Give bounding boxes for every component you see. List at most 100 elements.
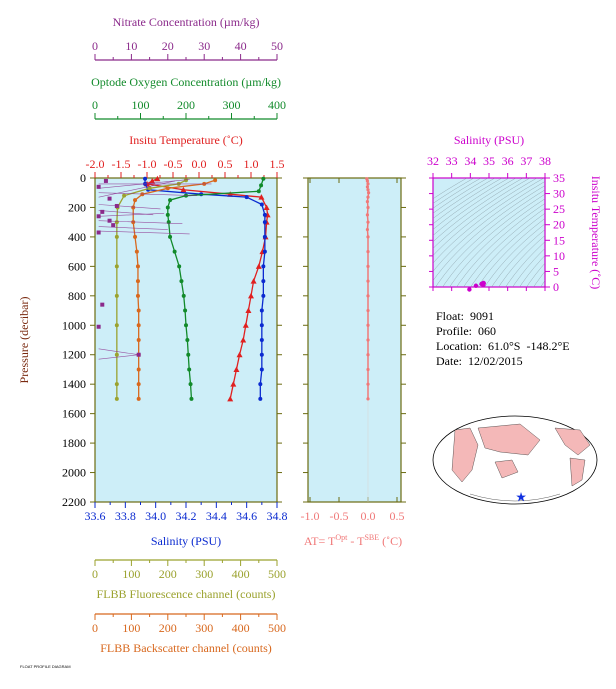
oxygen-point [188, 382, 193, 387]
isopycnal-line [470, 213, 545, 287]
salinity-point [261, 264, 266, 269]
oxygen-axis-label: Optode Oxygen Concentration (µm/kg) [91, 75, 281, 89]
at-point [365, 185, 370, 189]
fluorescence-point [147, 186, 152, 191]
at-tick-label: -0.5 [330, 509, 349, 523]
oxygen-tick-label: 400 [268, 98, 286, 112]
oxygen-point [165, 205, 170, 210]
backscatter-point [136, 338, 141, 342]
ts-x-tick-label: 37 [520, 154, 532, 168]
backscatter-point [136, 367, 141, 372]
isopycnal-line [463, 207, 545, 287]
ts-x-tick-label: 33 [446, 154, 458, 168]
temperature-point [250, 278, 257, 284]
isopycnal-line [433, 178, 482, 209]
at-point [365, 199, 370, 204]
at-point [366, 182, 370, 186]
isopycnal-line [433, 178, 531, 249]
ts-x-axis-label: Salinity (PSU) [454, 133, 524, 147]
isopycnal-line [435, 189, 545, 287]
backscatter-point [136, 396, 141, 401]
isopycnal-line [442, 194, 545, 287]
nitrate-spread-line [98, 204, 161, 210]
ts-y-tick-label: 5 [553, 264, 559, 278]
temperature-tick-label: -1.5 [112, 157, 131, 171]
nitrate-point [100, 302, 105, 307]
world-map [432, 415, 598, 505]
ts-y-tick-label: 15 [553, 233, 565, 247]
isopycnal-line [433, 178, 489, 214]
temperature-point [255, 263, 262, 269]
temperature-point [236, 351, 243, 358]
salinity-point [258, 396, 263, 401]
nitrate-spread-line [98, 220, 183, 224]
temperature-point [230, 381, 237, 387]
ts-y-tick-label: 0 [553, 280, 559, 294]
fluorescence-point [114, 396, 119, 401]
at-axis-label-part: (˚C) [379, 534, 402, 548]
ts-x-tick-label: 36 [502, 154, 514, 168]
isopycnal-line [491, 229, 545, 287]
salinity-tick-label: 34.8 [267, 509, 288, 523]
at-panel: -1.0 -0.5 0.0 0.5 AT= TOpt - TSBE (˚C) [301, 177, 405, 548]
backscatter-tick-label: 500 [268, 621, 286, 635]
nitrate-point [103, 178, 108, 183]
at-point [365, 227, 370, 232]
oxygen-point [184, 323, 188, 328]
fluorescence-point [114, 382, 119, 387]
isopycnal-line [433, 181, 545, 272]
at-point [365, 179, 370, 183]
temperature-point [154, 175, 161, 182]
salinity-point [259, 308, 264, 313]
nitrate-tick-label: 40 [235, 39, 247, 53]
at-point [366, 188, 370, 192]
isopycnal-line [433, 178, 538, 256]
float-location-star [516, 492, 526, 502]
salinity-tick-label: 34.0 [145, 509, 166, 523]
temperature-point [149, 177, 156, 184]
temperature-tick-label: 0.0 [192, 157, 207, 171]
isopycnal-line [433, 178, 517, 236]
fluorescence-tick-label: 400 [232, 567, 250, 581]
at-point [366, 191, 371, 195]
oxygen-point [185, 338, 190, 342]
isopycnal-line [433, 178, 475, 204]
fluorescence-point [114, 293, 119, 298]
oxygen-point [261, 176, 266, 181]
nitrate-point [107, 218, 112, 223]
oxygen-point [166, 220, 171, 225]
isopycnal-line [433, 178, 524, 242]
pressure-tick-label: 800 [68, 289, 86, 303]
salinity-tick-label: 34.2 [176, 509, 197, 523]
at-point [366, 323, 370, 327]
fluorescence-point [114, 234, 119, 239]
salinity-point [258, 382, 263, 387]
isopycnal-line [456, 203, 545, 287]
nitrate-tick-label: 0 [92, 39, 98, 53]
pressure-tick-label: 1200 [62, 348, 86, 362]
info-location: Location: 61.0°S -148.2°E [436, 339, 570, 353]
at-point [366, 250, 370, 254]
pressure-tick-label: 600 [68, 259, 86, 273]
fluorescence-tick-label: 100 [122, 567, 140, 581]
backscatter-point [136, 382, 141, 387]
ts-plot-area [432, 177, 546, 288]
at-point [366, 367, 370, 372]
nitrate-spread-line [98, 213, 165, 217]
salinity-point [262, 212, 267, 217]
salinity-tick-label: 34.4 [206, 509, 227, 523]
oxygen-point [186, 352, 191, 357]
at-point [366, 382, 370, 386]
backscatter-point [136, 323, 141, 328]
backscatter-tick-label: 100 [122, 621, 140, 635]
backscatter-point [133, 234, 138, 239]
salinity-point [262, 220, 267, 225]
at-tick-label: -1.0 [301, 509, 320, 523]
temperature-tick-label: -2.0 [86, 157, 105, 171]
isopycnal-line [512, 248, 545, 287]
nitrate-spread-line [98, 192, 197, 196]
at-point [366, 397, 370, 401]
backscatter-point [165, 186, 170, 191]
at-axis-label: AT= TOpt - TSBE (˚C) [304, 533, 402, 548]
